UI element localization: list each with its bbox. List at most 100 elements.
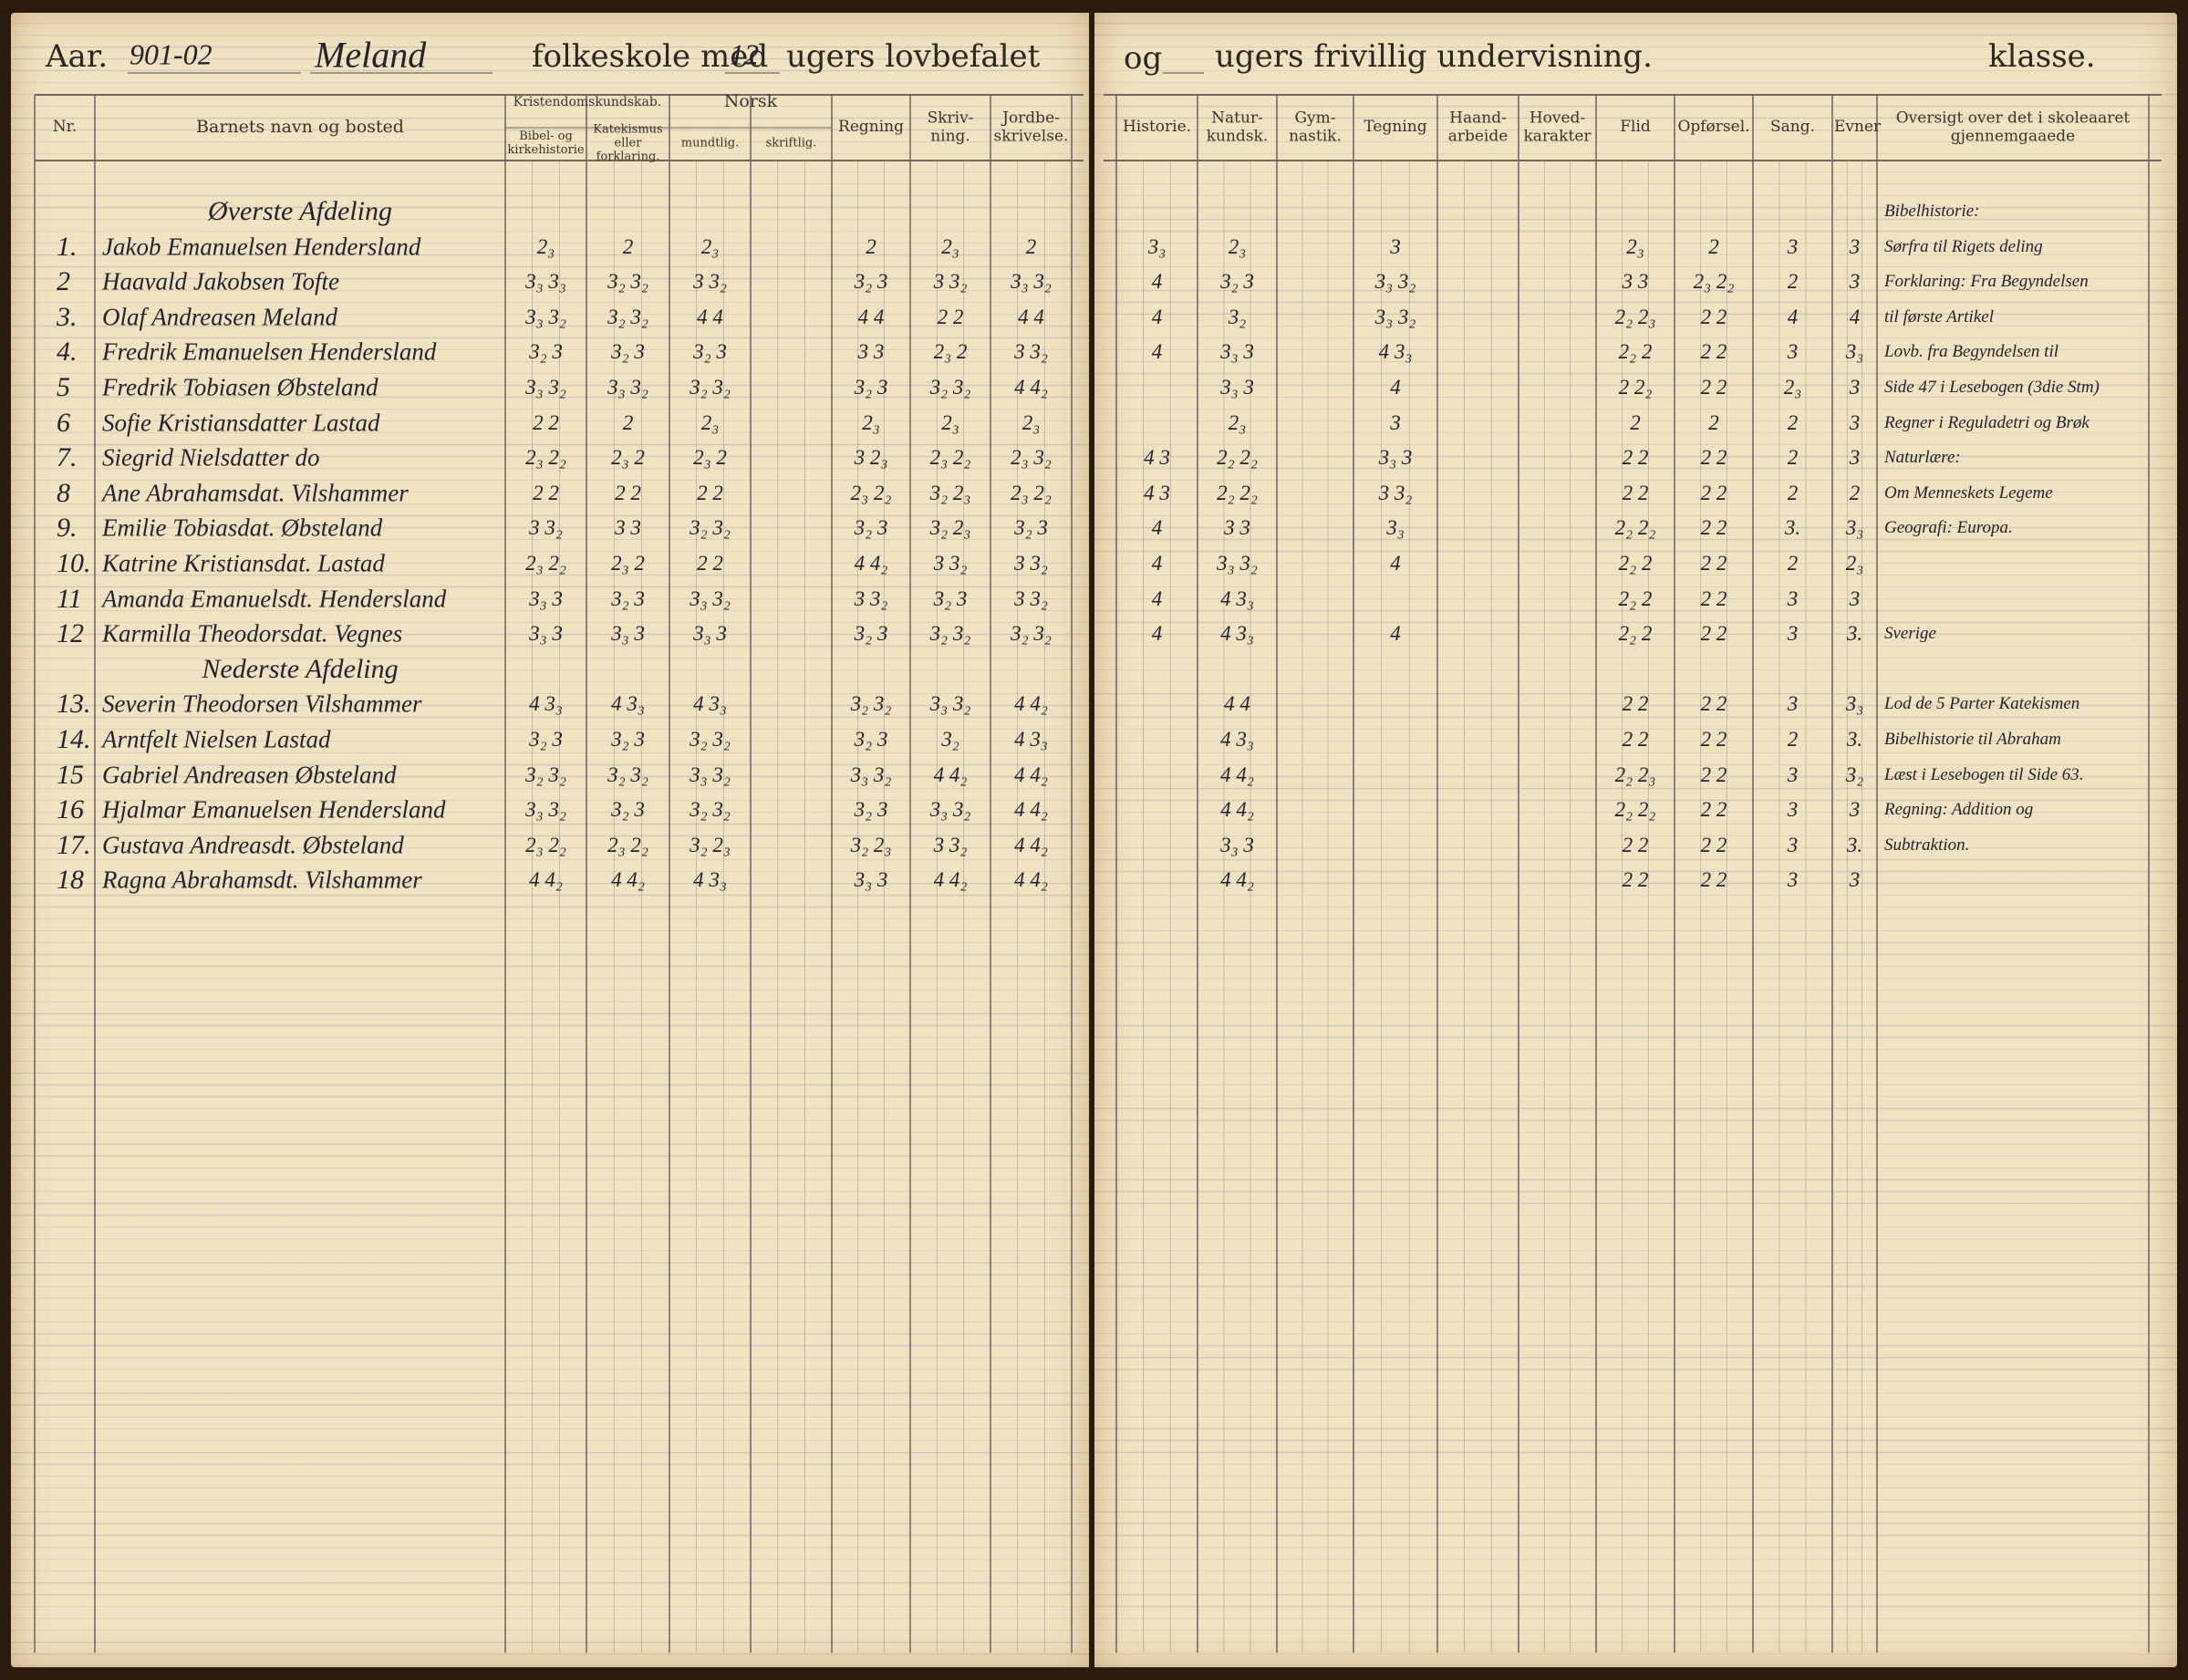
grade: 4 — [1151, 516, 1163, 540]
left-page — [11, 13, 1089, 1667]
row-number: 16 — [57, 794, 84, 825]
summary-header: Oversigt over det i skoleaaret gjennemga… — [1895, 109, 2131, 145]
grade: 3₃ 3₂ — [607, 376, 648, 399]
grade: 3₃ 3 — [529, 586, 563, 610]
grade: 3₂ 3₂ — [690, 798, 731, 822]
grade: 4 4₂ — [933, 762, 968, 786]
grade: 3₂ 3 — [693, 340, 727, 364]
grade: 2 2 — [1700, 868, 1727, 892]
grade: 3₃ — [1845, 692, 1864, 716]
grade: 3₂ — [1845, 762, 1864, 786]
grade: 3 — [1849, 446, 1861, 470]
summary-note: Geografi: Europa. — [1884, 518, 2013, 538]
grade: 4 3₃ — [1220, 728, 1254, 751]
grade: 2 2 — [1700, 692, 1727, 716]
grade: 4 3₃ — [1014, 728, 1048, 751]
pupil-name: Gabriel Andreasen Øbsteland — [102, 761, 397, 789]
grade: 3 3 — [857, 340, 885, 364]
row-number: 6 — [57, 407, 70, 438]
grade: 3₂ 2₃ — [929, 481, 971, 504]
grade: 3₂ — [1228, 305, 1247, 328]
row-number: 3. — [57, 301, 78, 332]
grade: 2₂ 2 — [1618, 586, 1653, 610]
grade: 2 — [1787, 410, 1799, 434]
summary-note: Regning: Addition og — [1884, 800, 2034, 820]
column-header: Flid — [1620, 118, 1651, 137]
summary-note: Bibelhistorie: — [1884, 202, 1980, 221]
grade: 2 2 — [697, 552, 723, 575]
grade: 2 2 — [615, 481, 641, 504]
grade: 2 2 — [1700, 481, 1727, 504]
grade: 2₂ 2 — [1618, 622, 1653, 646]
grade: 2 — [1787, 552, 1799, 575]
row-number: 17. — [57, 829, 91, 860]
summary-note: Lovb. fra Begyndelsen til — [1884, 342, 2059, 362]
grade: 2₂ 2₃ — [1614, 305, 1656, 328]
column-header: Katekismus eller forklaring. — [593, 122, 663, 164]
grade: 3₃ 3₃ — [525, 270, 566, 294]
grade: 2₃ 3₂ — [1011, 446, 1052, 470]
summary-note: Side 47 i Lesebogen (3die Stm) — [1884, 378, 2100, 397]
grade: 4 4₂ — [933, 868, 968, 892]
grade: 3₂ 3 — [611, 586, 645, 610]
grade: 3 — [1849, 234, 1861, 258]
column-header: Haand- arbeide — [1447, 109, 1509, 145]
grade: 4 — [1787, 305, 1799, 328]
row-number: 13. — [57, 689, 91, 720]
grade: 2₃ — [536, 234, 555, 258]
grade: 2 2 — [533, 410, 559, 434]
pupil-name: Katrine Kristiansdat. Lastad — [102, 549, 385, 577]
grade: 3₂ 3₂ — [929, 622, 971, 646]
grade: 3 2₃ — [854, 446, 888, 470]
grade: 2 — [1787, 446, 1799, 470]
grade: 3 3₂ — [933, 270, 968, 294]
grade: 2₂ 2₂ — [1217, 481, 1258, 504]
right-page — [1094, 13, 2177, 1667]
grade: 3₂ 3 — [854, 270, 888, 294]
grade: 2₃ — [1228, 410, 1247, 434]
grade: 4 — [1151, 270, 1163, 294]
grade: 2 — [622, 234, 634, 258]
pupil-name: Emilie Tobiasdat. Øbsteland — [102, 513, 383, 542]
grade: 2 2 — [1700, 762, 1727, 786]
grade: 2 — [1708, 410, 1719, 434]
grade: 2₂ 2₃ — [1614, 762, 1656, 786]
grade: 4 — [1390, 552, 1401, 575]
grade: 4 4₂ — [1014, 762, 1048, 786]
grade: 4 3₃ — [693, 868, 727, 892]
grade: 3₂ 2₃ — [690, 833, 731, 856]
section-heading: Nederste Afdeling — [202, 653, 399, 684]
grade: 2 2 — [1700, 622, 1727, 646]
grade: 2₃ — [700, 410, 720, 434]
grade: 3₃ 3 — [1220, 833, 1254, 856]
grade: 3₃ 3 — [854, 868, 888, 892]
grade: 3 3₂ — [1378, 481, 1413, 504]
grade: 4 4₂ — [1220, 798, 1254, 822]
pupil-name: Haavald Jakobsen Tofte — [102, 267, 339, 296]
grade: 2 2 — [1622, 481, 1649, 504]
row-number: 4. — [57, 337, 78, 368]
grade: 2 — [1708, 234, 1719, 258]
grade: 4 4₂ — [1014, 798, 1048, 822]
grade: 2 2 — [937, 305, 964, 328]
place: Meland — [315, 34, 427, 76]
summary-note: Lod de 5 Parter Katekismen — [1884, 694, 2080, 714]
grade: 2 — [1630, 410, 1641, 434]
grade: 2 2 — [533, 481, 559, 504]
pupil-name: Hjalmar Emanuelsen Hendersland — [102, 795, 446, 824]
weeks-voluntary: ugers frivillig undervisning. — [1215, 38, 1653, 75]
grade: 2₃ — [1783, 376, 1802, 399]
grade: 2₃ 2 — [693, 446, 727, 470]
grade: 2 2 — [1700, 376, 1727, 399]
grade: 3 — [1787, 340, 1799, 364]
year-label: Aar. — [46, 38, 109, 75]
grade: 3₃ 3₂ — [525, 305, 566, 328]
row-number: 15 — [57, 759, 84, 790]
summary-note: Forklaring: Fra Begyndelsen — [1884, 272, 2089, 292]
grade: 4 — [1849, 305, 1861, 328]
grade: 3₂ 3 — [611, 798, 645, 822]
nr-header: Nr. — [52, 118, 78, 137]
summary-note: Læst i Lesebogen til Side 63. — [1884, 764, 2084, 784]
grade: 3₂ 3₂ — [607, 305, 648, 328]
grade: 2 2 — [1700, 586, 1727, 610]
